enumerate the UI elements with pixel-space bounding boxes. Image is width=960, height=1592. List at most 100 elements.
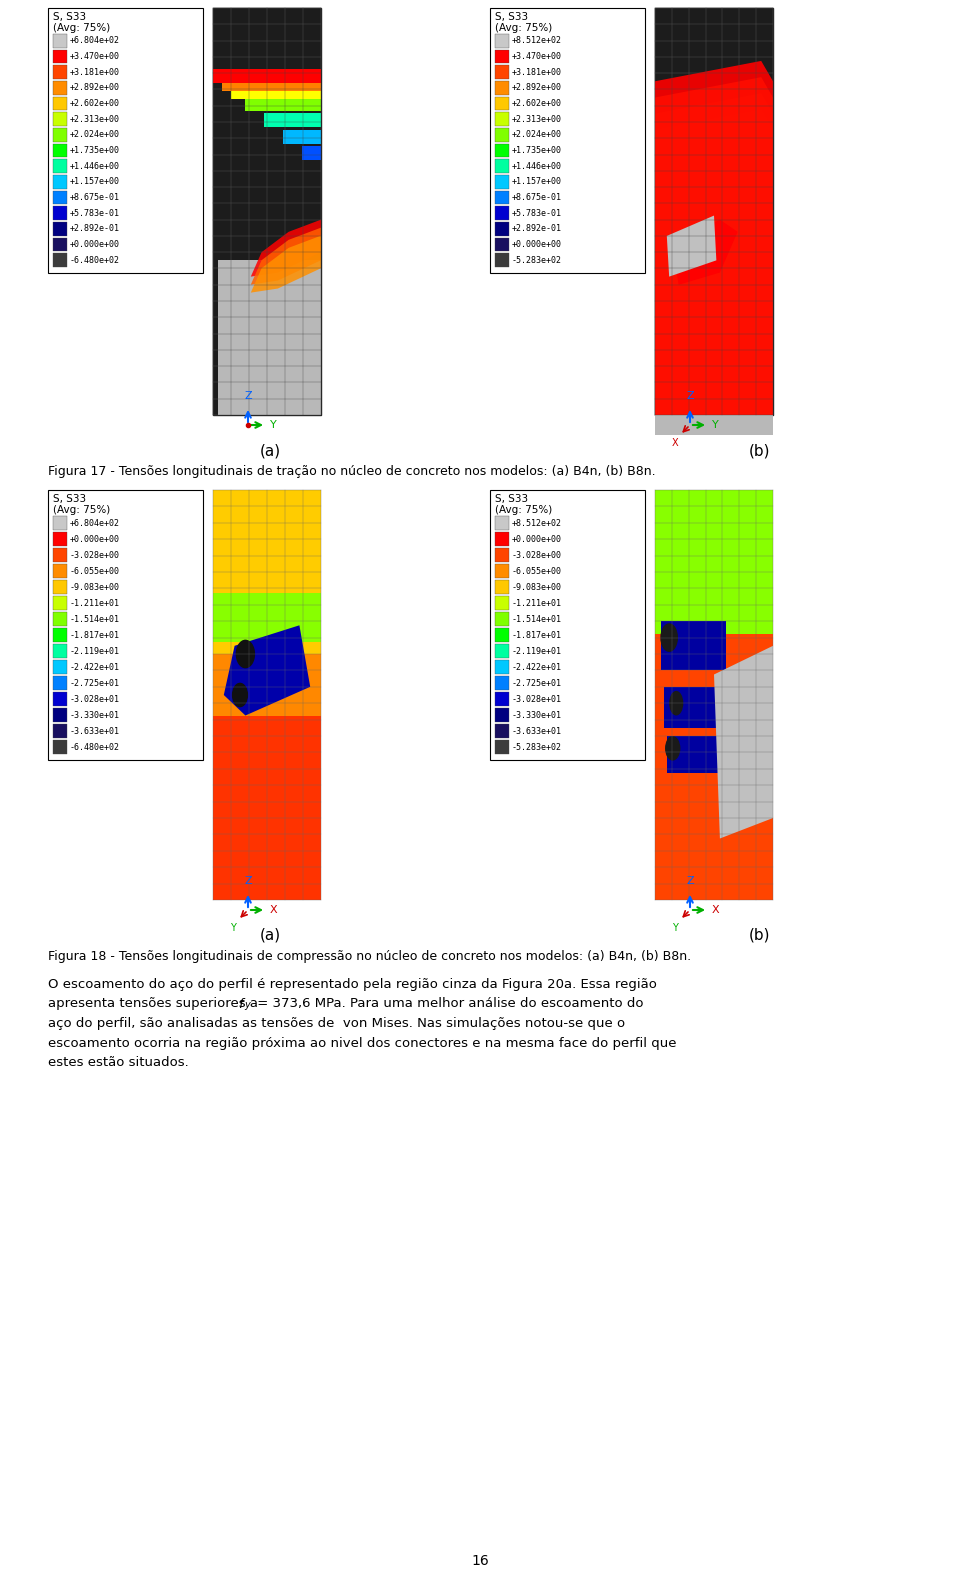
Text: +1.735e+00: +1.735e+00: [70, 146, 120, 154]
Bar: [495, 740, 509, 755]
Text: +3.470e+00: +3.470e+00: [70, 53, 120, 60]
Bar: [53, 627, 67, 642]
Text: +1.157e+00: +1.157e+00: [512, 177, 562, 186]
Ellipse shape: [660, 622, 678, 653]
Ellipse shape: [669, 691, 684, 715]
Bar: [53, 516, 67, 530]
Text: +0.000e+00: +0.000e+00: [70, 240, 120, 248]
Ellipse shape: [232, 683, 248, 707]
Text: -2.422e+01: -2.422e+01: [70, 662, 120, 672]
Ellipse shape: [665, 736, 681, 761]
Text: -5.283e+02: -5.283e+02: [512, 256, 562, 264]
Text: +0.000e+00: +0.000e+00: [512, 535, 562, 543]
Bar: [495, 33, 509, 48]
Bar: [53, 33, 67, 48]
Text: X: X: [712, 904, 720, 915]
Text: +3.181e+00: +3.181e+00: [70, 68, 120, 76]
Bar: [495, 113, 509, 126]
Text: +3.181e+00: +3.181e+00: [512, 68, 562, 76]
Bar: [53, 253, 67, 267]
Text: -2.422e+01: -2.422e+01: [512, 662, 562, 672]
Bar: [48, 8, 203, 272]
Text: +2.892e-01: +2.892e-01: [70, 224, 120, 234]
Text: +8.675e-01: +8.675e-01: [512, 193, 562, 202]
Polygon shape: [251, 236, 321, 293]
Bar: [495, 191, 509, 204]
Bar: [53, 708, 67, 723]
Polygon shape: [655, 60, 773, 416]
Bar: [53, 645, 67, 657]
Bar: [660, 621, 726, 670]
Bar: [495, 81, 509, 96]
Bar: [213, 592, 321, 642]
Text: +2.313e+00: +2.313e+00: [512, 115, 562, 124]
Text: -6.480e+02: -6.480e+02: [70, 742, 120, 751]
Text: y: y: [244, 1000, 250, 1011]
Text: -3.633e+01: -3.633e+01: [512, 726, 562, 736]
Polygon shape: [714, 646, 773, 839]
Text: X: X: [671, 438, 678, 447]
Text: Z: Z: [686, 392, 694, 401]
Bar: [283, 131, 321, 143]
Bar: [655, 191, 773, 435]
Bar: [53, 693, 67, 707]
Text: -6.055e+00: -6.055e+00: [512, 567, 562, 576]
Bar: [222, 76, 321, 91]
Bar: [53, 548, 67, 562]
Text: Y: Y: [230, 923, 236, 933]
Text: +1.446e+00: +1.446e+00: [70, 162, 120, 170]
Bar: [245, 97, 321, 111]
Bar: [495, 595, 509, 610]
Text: +8.675e-01: +8.675e-01: [70, 193, 120, 202]
Text: escoamento ocorria na região próxima ao nivel dos conectores e na mesma face do : escoamento ocorria na região próxima ao …: [48, 1036, 677, 1049]
Bar: [495, 693, 509, 707]
Bar: [495, 661, 509, 673]
Bar: [667, 736, 720, 772]
Bar: [53, 49, 67, 64]
Bar: [495, 143, 509, 158]
Text: Y: Y: [270, 420, 276, 430]
Text: +5.783e-01: +5.783e-01: [512, 209, 562, 218]
Bar: [53, 65, 67, 80]
Text: -3.028e+01: -3.028e+01: [512, 694, 562, 704]
Text: S, S33: S, S33: [53, 13, 86, 22]
Text: -3.330e+01: -3.330e+01: [512, 710, 562, 720]
Bar: [53, 579, 67, 594]
Text: aço do perfil, são analisadas as tensões de  von Mises. Nas simulações notou-se : aço do perfil, são analisadas as tensões…: [48, 1017, 625, 1030]
Text: Z: Z: [244, 876, 252, 887]
Text: -6.480e+02: -6.480e+02: [70, 256, 120, 264]
Text: +2.024e+00: +2.024e+00: [70, 131, 120, 140]
Bar: [495, 516, 509, 530]
Text: +0.000e+00: +0.000e+00: [512, 240, 562, 248]
Bar: [53, 564, 67, 578]
Text: -2.119e+01: -2.119e+01: [512, 646, 562, 656]
Bar: [213, 68, 321, 83]
Bar: [53, 159, 67, 174]
Text: apresenta tensões superiores a: apresenta tensões superiores a: [48, 998, 262, 1011]
Polygon shape: [655, 94, 773, 416]
Bar: [53, 81, 67, 96]
Bar: [495, 564, 509, 578]
Bar: [53, 143, 67, 158]
Bar: [53, 595, 67, 610]
Bar: [53, 611, 67, 626]
Polygon shape: [655, 126, 773, 416]
Text: +6.804e+02: +6.804e+02: [70, 519, 120, 527]
Text: Figura 17 - Tensões longitudinais de tração no núcleo de concreto nos modelos: (: Figura 17 - Tensões longitudinais de tra…: [48, 465, 656, 478]
Bar: [495, 532, 509, 546]
Text: 16: 16: [471, 1554, 489, 1568]
Bar: [495, 49, 509, 64]
Text: -5.283e+02: -5.283e+02: [512, 742, 562, 751]
Bar: [495, 253, 509, 267]
Bar: [495, 237, 509, 252]
Text: +1.446e+00: +1.446e+00: [512, 162, 562, 170]
Text: -2.119e+01: -2.119e+01: [70, 646, 120, 656]
Text: -1.514e+01: -1.514e+01: [512, 615, 562, 624]
Text: (Avg: 75%): (Avg: 75%): [53, 505, 110, 514]
Bar: [53, 677, 67, 689]
Bar: [53, 740, 67, 755]
Bar: [495, 677, 509, 689]
Polygon shape: [655, 110, 773, 416]
Bar: [495, 579, 509, 594]
Text: -3.330e+01: -3.330e+01: [70, 710, 120, 720]
